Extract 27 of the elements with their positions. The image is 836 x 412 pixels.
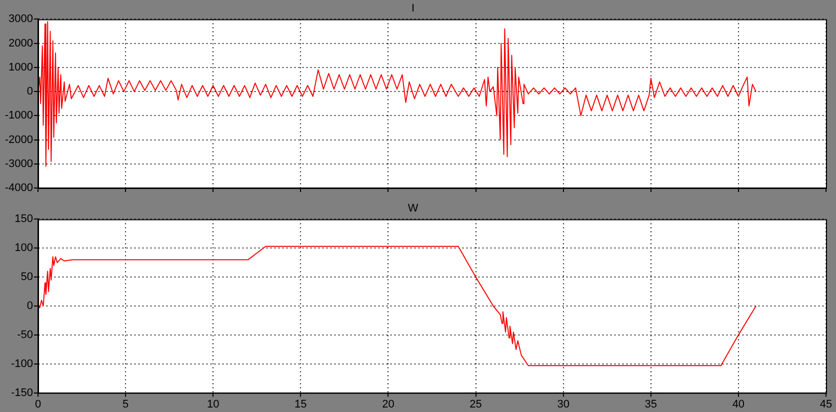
x-tick-label: 5 — [122, 398, 129, 410]
x-tick-label: 15 — [294, 398, 307, 410]
y-tick-label: 0 — [26, 300, 33, 312]
y-tick-label: 3000 — [8, 13, 33, 26]
x-tick-label: 30 — [557, 398, 570, 410]
y-tick-label: -150 — [10, 386, 33, 399]
y-tick-label: -2000 — [4, 134, 33, 146]
y-tick-label: -3000 — [4, 158, 33, 170]
y-tick-label: -50 — [17, 328, 33, 341]
x-tick-label: 10 — [206, 398, 220, 410]
y-tick-label: 150 — [14, 213, 33, 226]
y-tick-label: -4000 — [4, 182, 33, 194]
y-tick-label: 0 — [26, 86, 33, 98]
x-tick-label: 35 — [644, 398, 658, 410]
y-tick-label: 1000 — [8, 61, 33, 74]
chart-title: I — [411, 2, 415, 15]
y-tick-label: 100 — [14, 242, 33, 254]
y-tick-label: 50 — [20, 271, 33, 284]
y-tick-label: -1000 — [4, 110, 33, 122]
y-tick-label: 2000 — [8, 37, 33, 50]
x-tick-label: 25 — [470, 398, 482, 410]
chart-title: W — [408, 202, 419, 215]
x-tick-label: 0 — [34, 398, 42, 410]
x-tick-label: 20 — [382, 398, 394, 410]
x-tick-label: 40 — [732, 398, 745, 410]
y-tick-label: -100 — [10, 358, 33, 370]
x-tick-label: 45 — [820, 398, 832, 410]
